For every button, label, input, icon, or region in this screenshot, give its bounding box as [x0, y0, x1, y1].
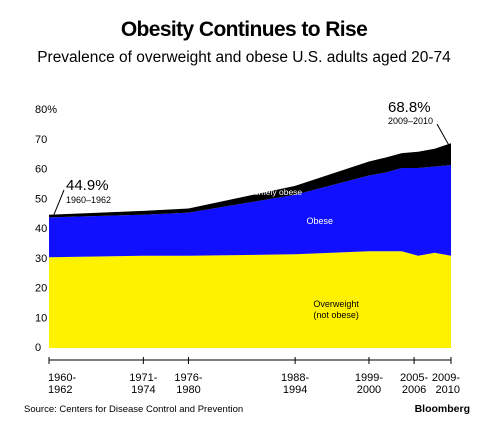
x-tick-label: 1971-	[129, 372, 157, 384]
annotation-period: 2009–2010	[388, 116, 433, 126]
x-tick-label: 2006	[402, 384, 426, 396]
y-tick-label: 20	[35, 283, 47, 295]
y-tick-label: 30	[35, 253, 47, 265]
area-obese	[49, 165, 451, 258]
brand-logo: Bloomberg	[414, 403, 470, 415]
area-overweight	[49, 251, 451, 348]
annotation-period: 1960–1962	[66, 195, 111, 205]
annotation-value: 44.9%	[66, 177, 109, 194]
y-tick-label: 0	[35, 342, 41, 354]
x-tick-label: 1974	[131, 384, 155, 396]
x-tick-label: 2010	[436, 384, 460, 396]
x-tick-label: 1976-	[174, 372, 202, 384]
series-label-extremely-obese: Extremely obese	[239, 187, 303, 197]
x-tick-label: 2005-	[400, 372, 428, 384]
source-note: Source: Centers for Disease Control and …	[24, 404, 244, 415]
annotation-leader-line	[436, 123, 450, 146]
x-tick-label: 1988-	[281, 372, 309, 384]
series-label-overweight: Overweight	[313, 299, 359, 309]
x-tick-label: 2000	[357, 384, 381, 396]
annotation-leader-line	[53, 189, 65, 215]
y-tick-label: 10	[35, 312, 47, 324]
series-label-overweight: (not obese)	[313, 310, 359, 320]
y-tick-label: 40	[35, 223, 47, 235]
annotation-value: 68.8%	[388, 99, 431, 116]
x-tick-label: 1999-	[355, 372, 383, 384]
x-tick-label: 2009-	[432, 372, 460, 384]
x-tick-label: 1960-	[48, 372, 76, 384]
y-tick-label: 60	[35, 164, 47, 176]
y-tick-label: 50	[35, 193, 47, 205]
x-tick-label: 1994	[283, 384, 307, 396]
chart-subtitle: Prevalence of overweight and obese U.S. …	[37, 49, 451, 66]
y-tick-label: 70	[35, 134, 47, 146]
y-tick-label: 80%	[35, 104, 57, 116]
chart-title: Obesity Continues to Rise	[120, 18, 368, 41]
x-tick-label: 1962	[48, 384, 72, 396]
x-tick-label: 1980	[176, 384, 200, 396]
series-label-obese: Obese	[306, 216, 333, 226]
